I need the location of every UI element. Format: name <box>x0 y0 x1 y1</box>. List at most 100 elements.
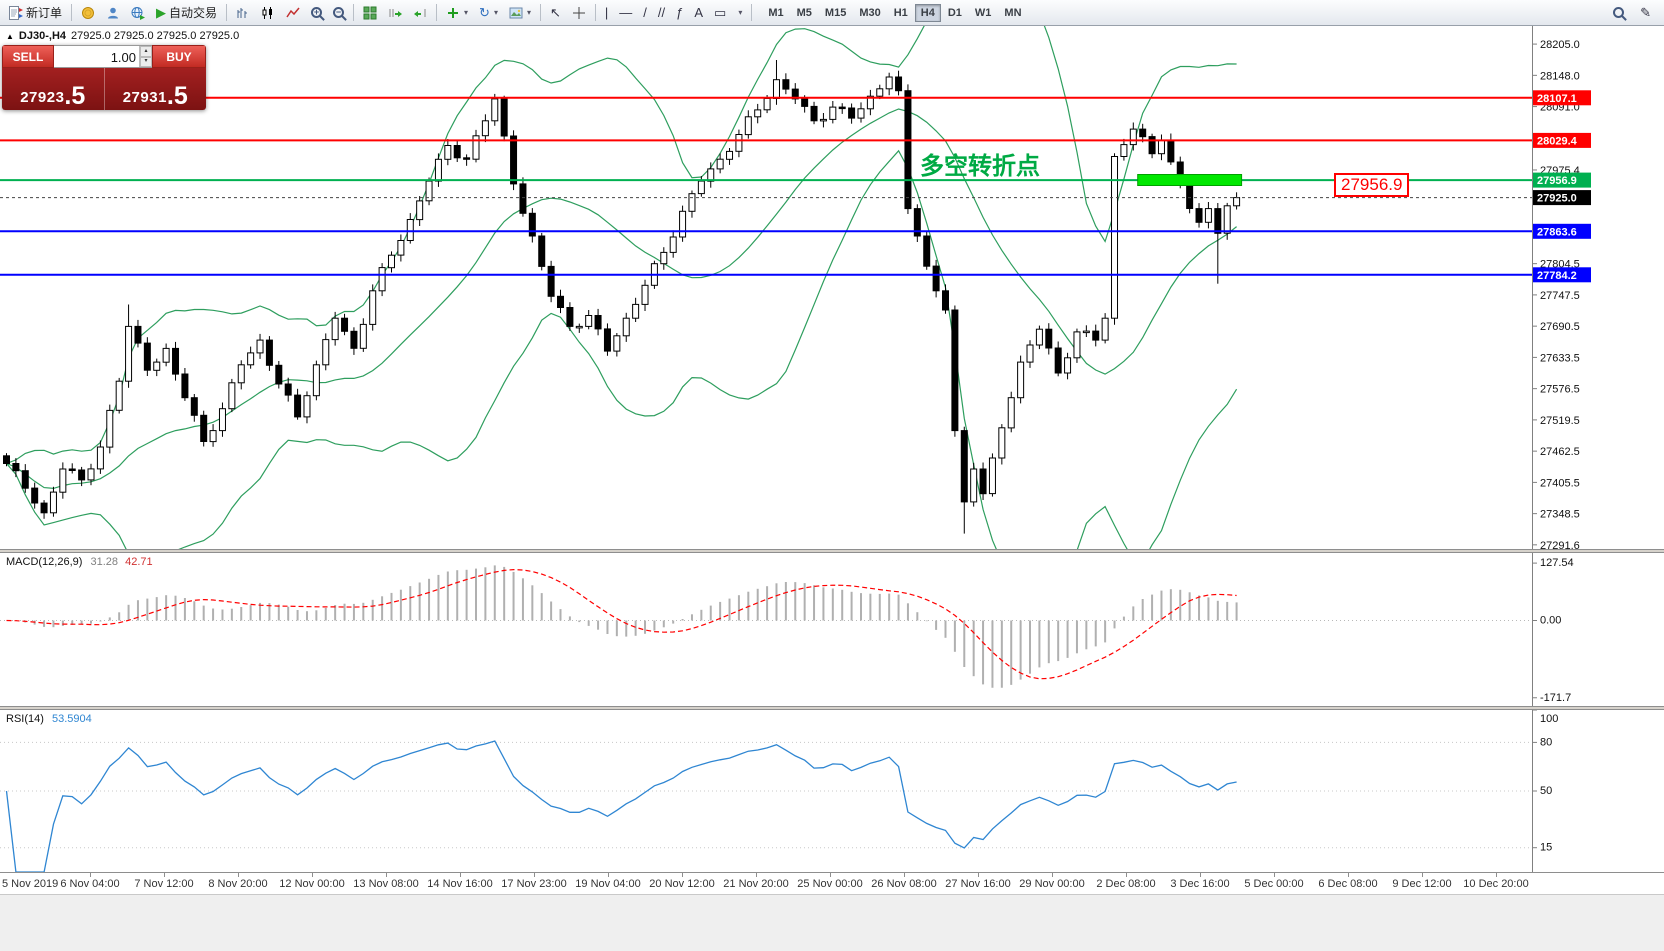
timeframe-button-D1[interactable]: D1 <box>942 4 968 22</box>
price-axis-badge <box>1533 190 1591 206</box>
price-axis-badge <box>1533 90 1591 106</box>
toolbar-user-button[interactable] <box>101 2 125 23</box>
label-icon: ▭ <box>714 5 727 20</box>
price-callout-label[interactable]: 27956.9 <box>1334 173 1410 197</box>
macd-signal-line[interactable] <box>6 568 1237 680</box>
label-button[interactable]: ▭ <box>709 2 731 23</box>
chart-template-button[interactable]: ▾ <box>504 2 536 23</box>
fibonacci-button[interactable]: ƒ <box>671 2 688 23</box>
new-chart-button[interactable]: ▾ <box>441 2 473 23</box>
profiles-button[interactable]: ↻ ▾ <box>474 2 503 23</box>
price-chart-canvas[interactable]: 28205.028148.028091.027975.427804.527747… <box>0 0 1664 587</box>
svg-text:27925.0: 27925.0 <box>1537 193 1577 205</box>
time-axis-tick <box>1200 873 1201 877</box>
price-axis-badge <box>1533 132 1591 148</box>
candlestick-chart-button[interactable] <box>256 2 280 23</box>
bar-chart-button[interactable] <box>231 2 255 23</box>
cursor-button[interactable]: ↖ <box>545 2 566 23</box>
time-axis-label: 17 Nov 23:00 <box>501 878 567 890</box>
timeframe-button-M1[interactable]: M1 <box>762 4 789 22</box>
refresh-icon: ↻ <box>479 5 490 20</box>
time-axis-tick <box>1274 873 1275 877</box>
edit-button[interactable]: ✎ <box>1635 2 1656 23</box>
one-click-toggle[interactable]: ▲ <box>6 31 14 41</box>
volume-value[interactable]: 1.00 <box>110 50 136 65</box>
horizontal-line-button[interactable]: — <box>614 2 637 23</box>
rsi-pane[interactable]: 100 80 50 15 RSI(14) 53.5904 <box>0 709 1664 873</box>
macd-canvas[interactable]: 127.54 0.00 -171.7 <box>0 553 1664 706</box>
time-axis-label: 6 Nov 04:00 <box>60 878 120 890</box>
search-button[interactable] <box>1608 2 1629 23</box>
timeframe-button-M30[interactable]: M30 <box>853 4 886 22</box>
zoom-in-icon: + <box>311 7 323 18</box>
price-tick-label: 27291.6 <box>1540 540 1580 549</box>
channel-button[interactable]: // <box>653 2 670 23</box>
timeframe-button-M5[interactable]: M5 <box>791 4 818 22</box>
time-axis-tick <box>164 873 165 877</box>
toolbar-separator <box>594 4 596 21</box>
macd-pane[interactable]: 127.54 0.00 -171.7 MACD(12,26,9) 31.28 42.… <box>0 553 1664 706</box>
time-axis-tick <box>682 873 683 877</box>
bollinger-lower-line[interactable] <box>6 149 1238 587</box>
timeframe-button-W1[interactable]: W1 <box>969 4 998 22</box>
text-button[interactable]: A <box>689 2 708 23</box>
bollinger-middle-line[interactable] <box>6 108 1237 490</box>
crosshair-button[interactable] <box>567 2 591 23</box>
new-order-label: 新订单 <box>26 6 63 20</box>
time-axis-tick <box>238 873 239 877</box>
auto-scroll-button[interactable] <box>383 2 407 23</box>
volume-increase-button[interactable]: ▴ <box>140 46 152 57</box>
bollinger-upper-line[interactable] <box>6 0 1237 465</box>
shapes-menu-button[interactable]: ▾ <box>732 2 747 23</box>
macd-histogram <box>14 565 1238 688</box>
bar-chart-icon <box>237 7 248 18</box>
price-tick-label: 27576.5 <box>1540 384 1580 396</box>
trendline-icon: / <box>643 5 647 20</box>
buy-price[interactable]: 27931.5 <box>122 82 188 110</box>
timeframe-button-MN[interactable]: MN <box>998 4 1027 22</box>
search-icon <box>1613 7 1625 18</box>
toolbar-separator <box>226 4 228 21</box>
macd-name: MACD(12,26,9) <box>6 556 83 568</box>
toolbar-globe-button[interactable] <box>126 2 150 23</box>
line-chart-button[interactable] <box>281 2 305 23</box>
fibonacci-icon: ƒ <box>676 5 684 20</box>
pane-separator[interactable] <box>0 706 1664 710</box>
volume-decrease-button[interactable]: ▾ <box>140 56 152 67</box>
time-axis-tick <box>830 873 831 877</box>
timeframe-button-H1[interactable]: H1 <box>888 4 914 22</box>
highlight-bar[interactable] <box>1137 174 1243 186</box>
sell-price[interactable]: 27923.5 <box>2 68 105 110</box>
price-chart-pane[interactable]: 28205.0 28148.0 28091.0 27975.4 27804.5 27747… <box>0 0 1664 587</box>
price-tick-label: 27519.5 <box>1540 415 1580 427</box>
cursor-icon: ↖ <box>549 5 561 20</box>
autotrading-label: 自动交易 <box>169 6 218 20</box>
price-tick-label: 27348.5 <box>1540 509 1580 521</box>
time-axis-label: 19 Nov 04:00 <box>575 878 641 890</box>
time-axis-label: 26 Nov 08:00 <box>871 878 937 890</box>
chart-shift-button[interactable] <box>408 2 432 23</box>
trendline-button[interactable]: / <box>638 2 652 23</box>
timeframe-button-H4[interactable]: H4 <box>914 3 941 22</box>
volume-field[interactable]: 1.00 ▴ ▾ <box>54 45 152 68</box>
vertical-line-button[interactable]: | <box>600 2 613 23</box>
svg-text:27784.2: 27784.2 <box>1537 270 1577 282</box>
timeframe-button-M15[interactable]: M15 <box>819 4 852 22</box>
rsi-line[interactable] <box>5 740 1237 873</box>
chart-annotation-text[interactable]: 多空转折点 <box>920 153 1040 180</box>
zoom-in-button[interactable]: + <box>306 2 327 23</box>
tile-windows-button[interactable] <box>358 2 382 23</box>
new-order-icon <box>9 5 23 20</box>
toolbar-gold-button[interactable] <box>76 2 100 23</box>
toolbar: 新订单 ▶ 自动交易 + − ▾ ↻ ▾ <box>0 0 1664 26</box>
new-order-button[interactable]: 新订单 <box>4 2 67 23</box>
rsi-tick-label: 80 <box>1540 736 1552 748</box>
time-axis[interactable]: 5 Nov 2019 6 Nov 04:00 7 Nov 12:00 8 Nov 20… <box>0 872 1664 894</box>
rsi-canvas[interactable]: 100 80 50 15 <box>0 709 1664 873</box>
buy-button[interactable]: BUY <box>152 45 206 68</box>
zoom-out-button[interactable]: − <box>328 2 349 23</box>
autotrading-button[interactable]: ▶ 自动交易 <box>151 2 222 23</box>
pane-separator[interactable] <box>0 549 1664 553</box>
sell-button[interactable]: SELL <box>2 45 54 68</box>
toolbar-separator <box>71 4 73 21</box>
